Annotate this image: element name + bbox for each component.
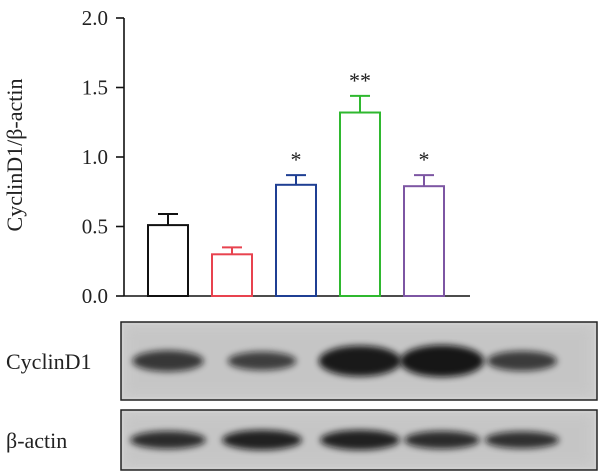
blot-label-2: β-actin [6, 428, 67, 453]
blot-band-2-lane-4 [404, 431, 480, 449]
significance-label-4: ** [349, 68, 371, 93]
blot-band-1-lane-5 [487, 351, 557, 371]
y-axis-label: CyclinD1/β-actin [2, 79, 27, 232]
blot-band-2-lane-5 [484, 431, 560, 449]
blot-band-1-lane-4 [400, 345, 484, 377]
blot-label-1: CyclinD1 [6, 349, 92, 374]
blot-panel-2: β-actin [6, 409, 598, 471]
y-tick-label: 0.0 [82, 284, 108, 308]
bar-3 [275, 183, 317, 297]
y-tick-label: 1.0 [82, 145, 108, 169]
y-tick-label: 0.5 [82, 215, 108, 239]
significance-label-3: * [291, 147, 302, 172]
blot-band-1-lane-3 [318, 345, 402, 377]
bar-5 [403, 185, 445, 297]
y-tick-label: 2.0 [82, 6, 108, 30]
significance-label-5: * [419, 147, 430, 172]
blot-band-1-lane-1 [132, 350, 204, 372]
bars: **** [147, 68, 445, 298]
bar-1 [147, 224, 189, 297]
blot-band-2-lane-3 [320, 430, 400, 450]
blot-band-1-lane-2 [227, 351, 297, 371]
bar-chart: CyclinD1/β-actin 0.00.51.01.52.0 **** [2, 6, 470, 308]
y-tick-label: 1.5 [82, 76, 108, 100]
bar-2 [211, 253, 253, 298]
blot-panel-1: CyclinD1 [6, 321, 598, 401]
western-blots: CyclinD1 β-actin [6, 321, 598, 471]
blot-band-2-lane-2 [222, 430, 302, 450]
bar-4 [339, 111, 381, 297]
blot-band-2-lane-1 [130, 431, 206, 449]
y-ticks: 0.0 0.5 1.0 1.5 2.0 [82, 6, 124, 308]
